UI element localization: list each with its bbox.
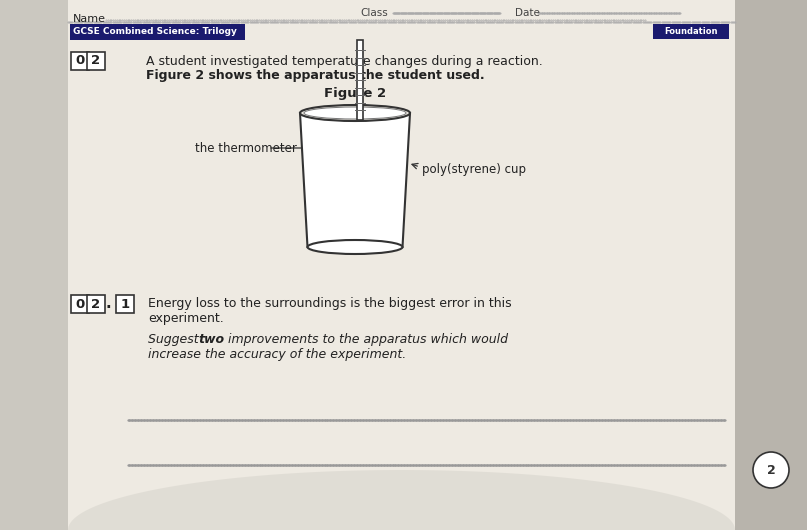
Text: Class: Class (360, 8, 387, 18)
Text: Suggest: Suggest (148, 333, 203, 346)
Text: Foundation: Foundation (664, 27, 717, 36)
Text: .: . (105, 296, 111, 312)
FancyBboxPatch shape (70, 24, 245, 40)
Text: improvements to the apparatus which would: improvements to the apparatus which woul… (224, 333, 508, 346)
Ellipse shape (300, 105, 410, 121)
Text: Name: Name (73, 14, 106, 24)
Text: A student investigated temperature changes during a reaction.: A student investigated temperature chang… (146, 55, 543, 68)
Text: 2: 2 (767, 464, 776, 476)
Text: Energy loss to the surroundings is the biggest error in this: Energy loss to the surroundings is the b… (148, 297, 512, 310)
Text: Figure 2: Figure 2 (324, 87, 386, 100)
FancyBboxPatch shape (71, 295, 89, 313)
Text: 2: 2 (91, 55, 101, 67)
FancyBboxPatch shape (357, 40, 363, 120)
FancyBboxPatch shape (87, 52, 105, 70)
FancyBboxPatch shape (735, 0, 807, 530)
FancyBboxPatch shape (68, 0, 735, 530)
Text: 2: 2 (91, 297, 101, 311)
Text: Date: Date (515, 8, 540, 18)
Text: two: two (198, 333, 224, 346)
FancyBboxPatch shape (71, 52, 89, 70)
Text: the thermometer: the thermometer (195, 142, 297, 155)
Ellipse shape (304, 107, 406, 119)
Ellipse shape (307, 240, 403, 254)
Text: increase the accuracy of the experiment.: increase the accuracy of the experiment. (148, 348, 406, 361)
Text: 1: 1 (120, 297, 130, 311)
Polygon shape (300, 113, 410, 247)
Text: Figure 2 shows the apparatus the student used.: Figure 2 shows the apparatus the student… (146, 69, 485, 82)
Text: poly(styrene) cup: poly(styrene) cup (422, 163, 526, 176)
FancyBboxPatch shape (116, 295, 134, 313)
Text: 0: 0 (75, 55, 85, 67)
Text: GCSE Combined Science: Trilogy: GCSE Combined Science: Trilogy (73, 28, 237, 37)
Circle shape (753, 452, 789, 488)
Text: experiment.: experiment. (148, 312, 224, 325)
Text: 0: 0 (75, 297, 85, 311)
FancyBboxPatch shape (87, 295, 105, 313)
FancyBboxPatch shape (653, 24, 729, 39)
